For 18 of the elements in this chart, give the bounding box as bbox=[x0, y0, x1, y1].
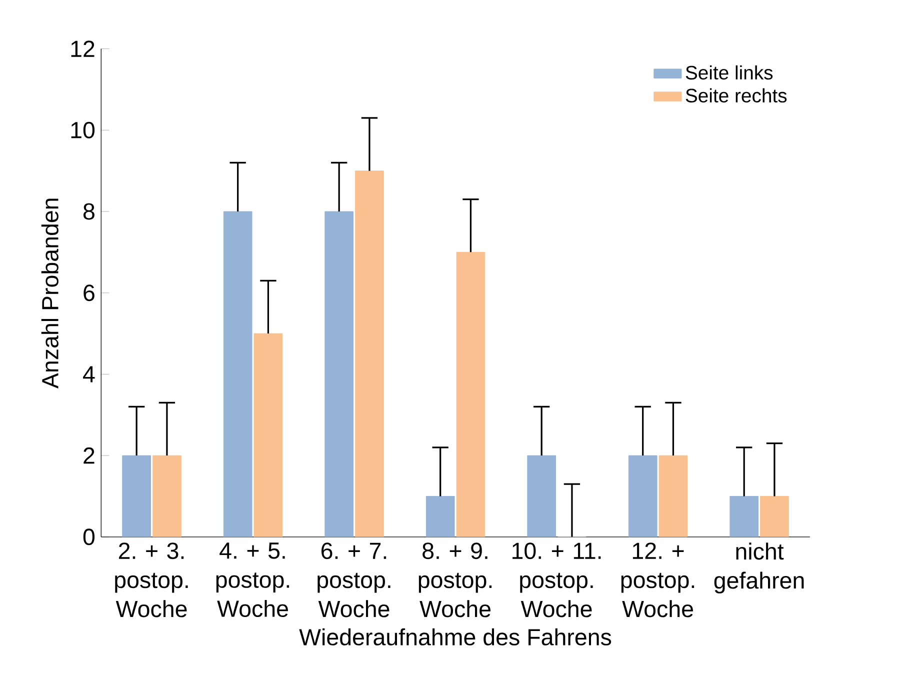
x-tick-label: 8. + 9. postop. Woche bbox=[418, 542, 492, 618]
y-tick-label: 12 bbox=[71, 40, 94, 57]
legend-label: Seite rechts bbox=[686, 88, 787, 102]
x-tick-label: 4. + 5. postop. Woche bbox=[216, 542, 290, 617]
x-tick-label: 10. + 11. postop. Woche bbox=[512, 542, 601, 618]
x-tick-label: 12. + postop. Woche bbox=[621, 542, 694, 618]
y-tick-label: 4 bbox=[83, 366, 95, 382]
y-tick-label: 2 bbox=[84, 447, 94, 464]
x-tick-label: 2. + 3. postop. Woche bbox=[115, 542, 188, 618]
x-tick-label: nicht gefahren bbox=[714, 542, 804, 594]
y-axis-title: Anzahl Probanden bbox=[41, 198, 58, 388]
y-tick-label: 0 bbox=[83, 528, 95, 546]
x-tick-label: 6. + 7. postop. Woche bbox=[318, 542, 390, 618]
y-tick-label: 8 bbox=[84, 203, 94, 220]
legend-label: Seite links bbox=[686, 65, 773, 80]
x-axis-title: Wiederaufnahme des Fahrens bbox=[299, 628, 612, 646]
y-tick-label: 6 bbox=[84, 284, 94, 301]
y-tick-label: 10 bbox=[71, 122, 95, 138]
